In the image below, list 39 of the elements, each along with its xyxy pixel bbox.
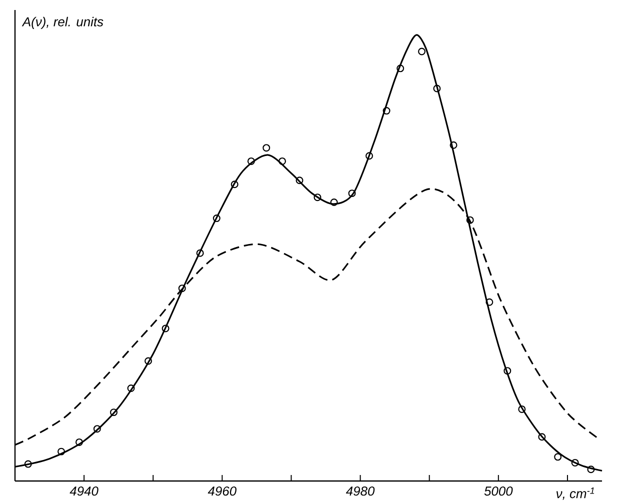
point: [247, 157, 255, 165]
point: [433, 84, 441, 92]
point: [418, 48, 426, 56]
point: [212, 214, 220, 222]
point: [466, 216, 474, 224]
point: [278, 157, 286, 165]
x-tick-label: 4960: [208, 486, 236, 496]
point: [75, 438, 83, 446]
point: [486, 298, 494, 306]
y-axis-title: A(ν), rel. units: [22, 16, 104, 29]
point: [382, 107, 390, 115]
point: [330, 198, 338, 206]
point: [24, 460, 32, 468]
point: [366, 152, 374, 160]
point: [110, 408, 118, 416]
point: [178, 284, 186, 292]
point: [314, 194, 322, 202]
x-axis-title: ν, cm$^{-1}$: [556, 488, 594, 500]
point: [93, 425, 101, 433]
point: [144, 357, 152, 365]
point: [162, 324, 170, 332]
point: [58, 448, 66, 456]
point: [450, 141, 458, 149]
point: [554, 453, 562, 461]
point: [348, 190, 356, 198]
x-tick-label: 5000: [484, 486, 513, 496]
x-tick-label: 4980: [346, 486, 375, 496]
point: [518, 405, 526, 413]
point: [396, 64, 404, 72]
point: [571, 458, 579, 466]
point: [538, 433, 546, 441]
point: [504, 367, 512, 375]
point: [127, 384, 135, 392]
point: [296, 176, 304, 184]
point: [230, 180, 238, 188]
point: [587, 466, 595, 474]
x-tick-label: 4940: [70, 486, 98, 496]
point: [262, 144, 270, 152]
point: [196, 249, 204, 257]
